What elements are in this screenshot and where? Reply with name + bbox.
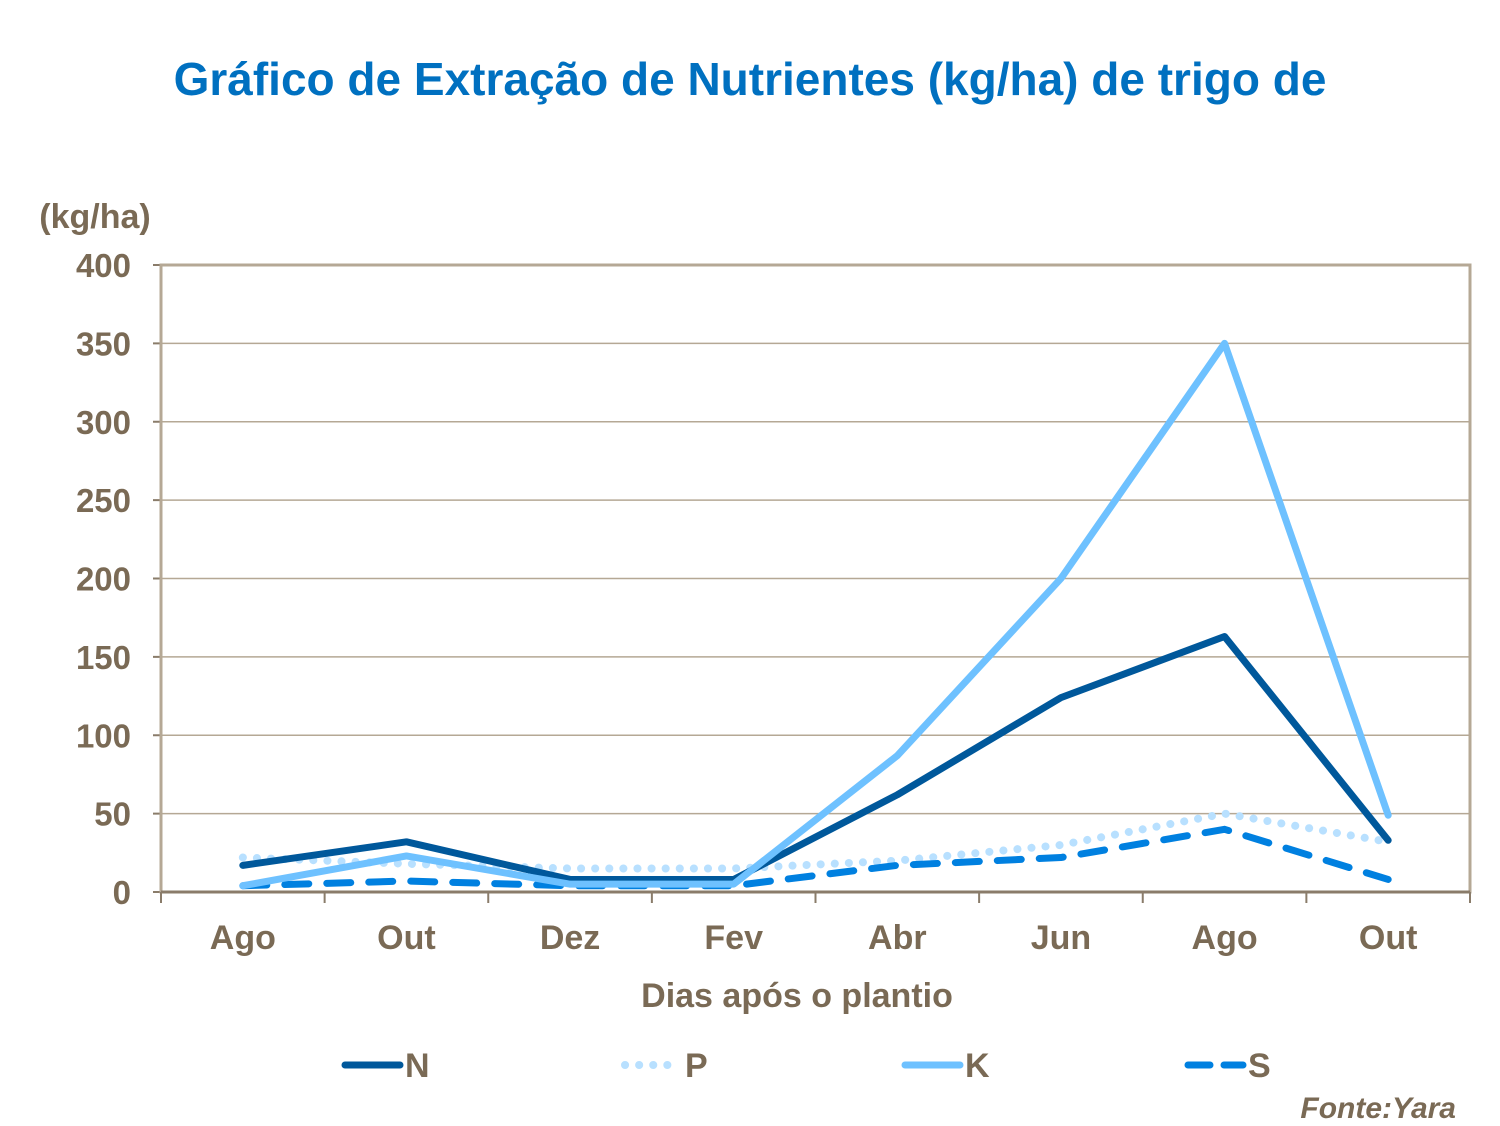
series-line-N [239,632,1392,883]
y-tick-label: 300 [76,404,131,441]
x-tick-label: Fev [704,919,763,957]
y-tick-label: 400 [76,247,131,284]
legend-label-P: P [685,1047,708,1085]
y-tick-label: 350 [76,325,131,362]
x-axis-label: Dias após o plantio [641,977,953,1015]
source-note: Fonte:Yara [1300,1092,1456,1125]
legend-label-N: N [405,1047,430,1085]
y-tick-label: 150 [76,639,131,676]
legend-label-K: K [965,1047,990,1085]
x-tick-label: Abr [868,919,927,957]
y-axis-label: (kg/ha) [39,198,150,236]
y-tick-label: 0 [113,874,131,911]
series-line-S [239,825,1392,890]
series-line-K [239,339,1392,890]
x-tick-label: Ago [1192,919,1258,957]
legend-label-S: S [1248,1047,1271,1085]
series-line-P [238,809,1393,873]
y-tick-label: 250 [76,482,131,519]
y-tick-label: 100 [76,717,131,754]
x-tick-label: Jun [1031,919,1091,957]
x-tick-label: Dez [540,919,600,957]
y-tick-label: 50 [94,796,131,833]
y-tick-label: 200 [76,561,131,598]
chart-title: Gráfico de Extração de Nutrientes (kg/ha… [173,53,1327,105]
x-tick-label: Ago [210,919,276,957]
x-tick-label: Out [1359,919,1418,957]
x-tick-label: Out [377,919,436,957]
